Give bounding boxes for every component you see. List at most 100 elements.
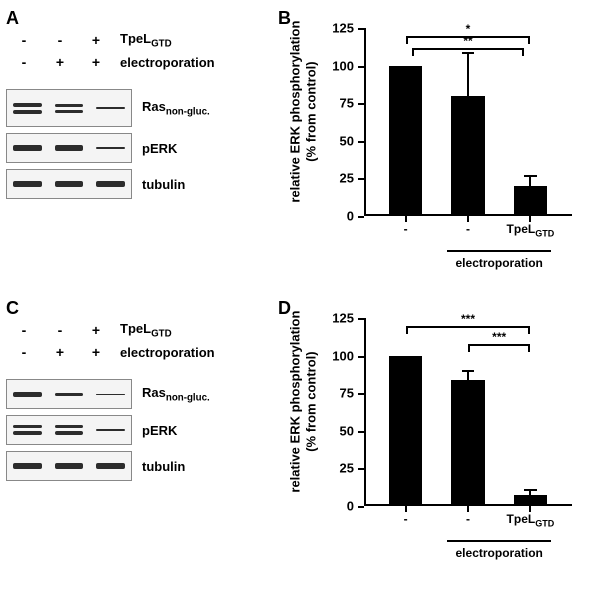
blot-band	[96, 107, 125, 109]
panel-A: A --+TpeLGTD-++electroporation Rasnon-gl…	[6, 8, 266, 288]
panel-C-header: --+TpeLGTD-++electroporation	[6, 319, 266, 373]
blot-lane	[7, 145, 48, 151]
treatment-row: -++electroporation	[6, 51, 266, 73]
blot-band	[55, 181, 84, 187]
blot-lane	[7, 103, 48, 114]
blot-box	[6, 379, 132, 409]
blot-band	[55, 431, 84, 435]
y-tick	[358, 356, 364, 358]
y-tick	[358, 506, 364, 508]
error-bar-line	[467, 54, 469, 96]
blot-lane	[48, 425, 89, 435]
blot-row: tubulin	[6, 451, 266, 481]
chart-B-ylabel: relative ERK phosphorylation (% from con…	[287, 21, 318, 203]
y-tick-label: 0	[347, 499, 354, 514]
panel-label-C: C	[6, 298, 266, 319]
chart-D-ylabel-line1: relative ERK phosphorylation	[287, 311, 302, 493]
treatment-sign: +	[42, 54, 78, 70]
blot-band	[96, 429, 125, 431]
panel-A-blots: Rasnon-gluc.pERKtubulin	[6, 89, 266, 199]
blot-row-label: Rasnon-gluc.	[142, 385, 210, 404]
y-tick-label: 125	[332, 311, 354, 326]
blot-lane	[7, 463, 48, 469]
blot-box	[6, 169, 132, 199]
error-bar-cap	[524, 489, 536, 491]
blot-row: Rasnon-gluc.	[6, 379, 266, 409]
blot-lane	[48, 181, 89, 187]
blot-row-label: tubulin	[142, 459, 185, 474]
blot-lane	[7, 181, 48, 187]
x-group-label: electroporation	[456, 546, 543, 560]
treatment-label: TpeLGTD	[120, 31, 172, 50]
error-bar-cap	[462, 52, 474, 54]
treatment-label: electroporation	[120, 345, 215, 360]
blot-band	[96, 394, 125, 395]
blot-lane	[48, 145, 89, 151]
blot-row: Rasnon-gluc.	[6, 89, 266, 127]
blot-band	[13, 425, 42, 428]
chart-B-axes: 0255075100125--TpeLGTD***electroporation	[364, 28, 572, 216]
chart-D-yaxis	[364, 318, 366, 506]
significance-bracket	[406, 326, 531, 328]
blot-band	[55, 145, 84, 151]
error-bar-cap	[462, 370, 474, 372]
treatment-sign: +	[78, 32, 114, 48]
treatment-sign: -	[6, 32, 42, 48]
y-tick	[358, 468, 364, 470]
figure-grid: A --+TpeLGTD-++electroporation Rasnon-gl…	[0, 0, 600, 586]
y-tick	[358, 178, 364, 180]
chart-B-ylabel-line1: relative ERK phosphorylation	[287, 21, 302, 203]
y-tick	[358, 103, 364, 105]
y-tick-label: 50	[340, 423, 354, 438]
treatment-row: --+TpeLGTD	[6, 319, 266, 341]
blot-band	[96, 463, 125, 469]
y-tick-label: 50	[340, 133, 354, 148]
blot-band	[55, 110, 84, 113]
error-bar-line	[467, 372, 469, 380]
treatment-sign: +	[78, 344, 114, 360]
significance-bracket	[468, 344, 530, 346]
treatment-row: --+TpeLGTD	[6, 29, 266, 51]
blot-row-label: pERK	[142, 141, 177, 156]
y-tick	[358, 66, 364, 68]
y-tick	[358, 318, 364, 320]
blot-lane	[90, 429, 131, 431]
y-tick-label: 0	[347, 209, 354, 224]
chart-D-ylabel-group: relative ERK phosphorylation (% from con…	[276, 298, 330, 506]
bar	[389, 66, 422, 216]
x-group-bar	[447, 250, 551, 252]
y-tick	[358, 28, 364, 30]
error-bar-line	[529, 177, 531, 186]
blot-box	[6, 89, 132, 127]
treatment-sign: -	[6, 344, 42, 360]
y-tick	[358, 216, 364, 218]
x-group-label: electroporation	[456, 256, 543, 270]
blot-band	[13, 145, 42, 151]
y-tick-label: 25	[340, 171, 354, 186]
blot-box	[6, 451, 132, 481]
significance-label: ***	[461, 312, 475, 326]
y-tick-label: 75	[340, 96, 354, 111]
blot-lane	[7, 425, 48, 435]
chart-D-axes: 0255075100125--TpeLGTD******electroporat…	[364, 318, 572, 506]
panel-C: C --+TpeLGTD-++electroporation Rasnon-gl…	[6, 298, 266, 578]
treatment-label: TpeLGTD	[120, 321, 172, 340]
treatment-label: electroporation	[120, 55, 215, 70]
blot-band	[55, 104, 84, 107]
y-tick	[358, 393, 364, 395]
significance-bracket	[412, 48, 524, 50]
panel-label-A: A	[6, 8, 266, 29]
blot-band	[96, 147, 125, 149]
blot-lane	[48, 463, 89, 469]
panel-D: D relative ERK phosphorylation (% from c…	[276, 298, 596, 578]
x-category-label: -	[404, 512, 408, 526]
x-category-label: TpeLGTD	[507, 512, 555, 528]
blot-row-label: pERK	[142, 423, 177, 438]
x-category-label: -	[466, 512, 470, 526]
blot-lane	[7, 392, 48, 397]
blot-band	[13, 463, 42, 469]
treatment-sign: -	[42, 322, 78, 338]
blot-band	[13, 110, 42, 114]
panel-A-header: --+TpeLGTD-++electroporation	[6, 29, 266, 83]
blot-band	[13, 431, 42, 435]
